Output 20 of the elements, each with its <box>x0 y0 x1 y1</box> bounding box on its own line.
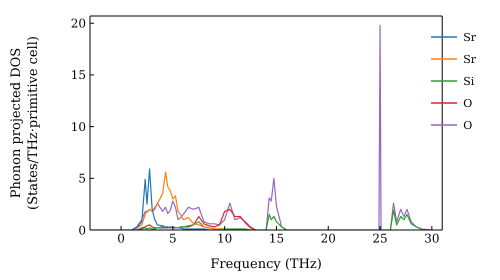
y-tick-label: 10 <box>70 120 86 134</box>
x-tick-label: 0 <box>117 232 125 246</box>
line-series <box>136 208 256 230</box>
y-tick-label: 15 <box>70 68 86 82</box>
x-tick-label: 5 <box>169 232 177 246</box>
legend-label: Sr <box>463 52 476 66</box>
x-tick-label: 30 <box>424 232 440 246</box>
y-tick-label: 20 <box>70 16 86 30</box>
legend-label: Si <box>463 74 474 88</box>
y-axis-title: Phonon projected DOS (States/THz·primitive cell) <box>9 36 41 210</box>
x-tick-label: 20 <box>320 232 336 246</box>
y-tick-label: 5 <box>78 172 86 186</box>
x-tick-label: 15 <box>268 232 284 246</box>
x-tick-label: 10 <box>217 232 232 246</box>
line-series <box>130 168 210 230</box>
legend-label: O <box>463 96 472 110</box>
x-axis-title: Frequency (THz) <box>210 257 322 272</box>
legend-label: Sr <box>463 30 476 44</box>
x-tick-label: 25 <box>372 232 388 246</box>
legend-label: O <box>463 118 472 132</box>
